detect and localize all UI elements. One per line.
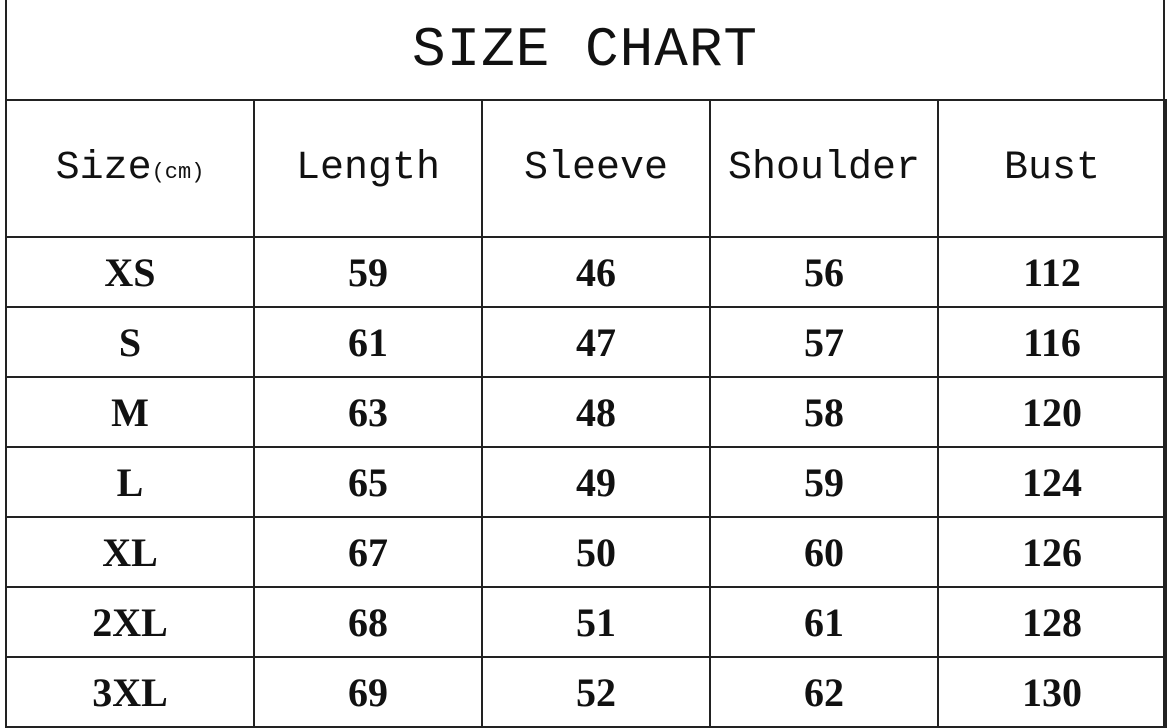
- unit-label: (cm): [151, 160, 205, 185]
- cell-sleeve: 48: [481, 376, 711, 448]
- cell-shoulder: 56: [709, 236, 939, 308]
- cell-size: L: [5, 446, 255, 518]
- cell-sleeve: 51: [481, 586, 711, 658]
- cell-sleeve: 52: [481, 656, 711, 728]
- cell-size: XS: [5, 236, 255, 308]
- header-bust: Bust: [937, 99, 1167, 238]
- cell-length: 63: [253, 376, 483, 448]
- cell-sleeve: 50: [481, 516, 711, 588]
- header-size: Size(cm): [5, 99, 255, 238]
- cell-bust: 124: [937, 446, 1167, 518]
- cell-shoulder: 62: [709, 656, 939, 728]
- cell-bust: 130: [937, 656, 1167, 728]
- cell-length: 61: [253, 306, 483, 378]
- cell-sleeve: 49: [481, 446, 711, 518]
- cell-sleeve: 46: [481, 236, 711, 308]
- cell-sleeve: 47: [481, 306, 711, 378]
- header-row: Size(cm) Length Sleeve Shoulder Bust: [5, 99, 1167, 238]
- cell-shoulder: 57: [709, 306, 939, 378]
- cell-size: 3XL: [5, 656, 255, 728]
- page-title: SIZE CHART: [411, 18, 759, 82]
- cell-size: XL: [5, 516, 255, 588]
- table-row: 2XL 68 51 61 128: [5, 586, 1167, 658]
- cell-bust: 112: [937, 236, 1167, 308]
- cell-bust: 120: [937, 376, 1167, 448]
- cell-length: 67: [253, 516, 483, 588]
- header-shoulder: Shoulder: [709, 99, 939, 238]
- table-row: XS 59 46 56 112: [5, 236, 1167, 308]
- cell-shoulder: 58: [709, 376, 939, 448]
- cell-length: 68: [253, 586, 483, 658]
- cell-bust: 128: [937, 586, 1167, 658]
- table-row: M 63 48 58 120: [5, 376, 1167, 448]
- cell-size: S: [5, 306, 255, 378]
- header-length: Length: [253, 99, 483, 238]
- table-row: 3XL 69 52 62 130: [5, 656, 1167, 728]
- header-size-label: Size: [55, 146, 152, 191]
- cell-length: 59: [253, 236, 483, 308]
- header-sleeve: Sleeve: [481, 99, 711, 238]
- cell-size: M: [5, 376, 255, 448]
- table-row: S 61 47 57 116: [5, 306, 1167, 378]
- cell-length: 69: [253, 656, 483, 728]
- cell-shoulder: 59: [709, 446, 939, 518]
- cell-size: 2XL: [5, 586, 255, 658]
- cell-shoulder: 60: [709, 516, 939, 588]
- table-row: XL 67 50 60 126: [5, 516, 1167, 588]
- size-chart-table: Size(cm) Length Sleeve Shoulder Bust XS 5…: [5, 99, 1167, 728]
- cell-length: 65: [253, 446, 483, 518]
- table-row: L 65 49 59 124: [5, 446, 1167, 518]
- cell-shoulder: 61: [709, 586, 939, 658]
- cell-bust: 116: [937, 306, 1167, 378]
- cell-bust: 126: [937, 516, 1167, 588]
